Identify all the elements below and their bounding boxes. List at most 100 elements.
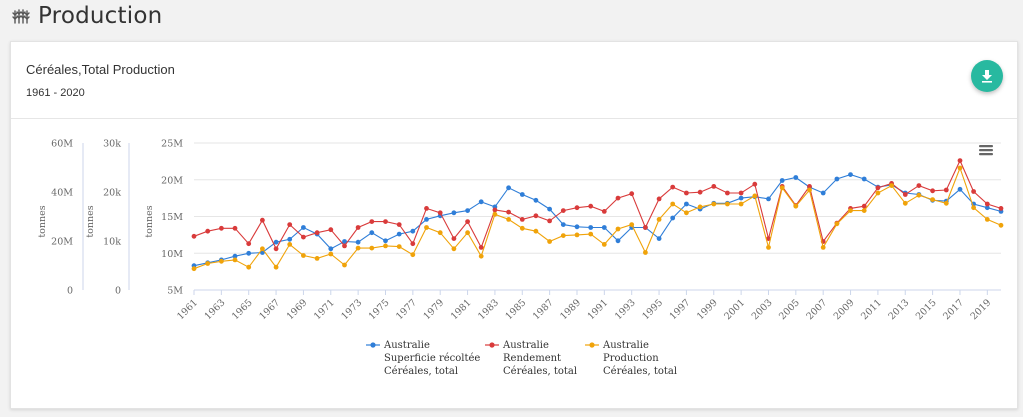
- card-title: Céréales,Total Production: [26, 62, 175, 77]
- data-point: [670, 215, 676, 221]
- y-tick-label: 25M: [161, 139, 183, 150]
- y-tick-label: 30k: [103, 139, 121, 150]
- wheat-icon: [12, 8, 32, 24]
- data-point: [711, 201, 717, 207]
- x-tick-label: 1985: [504, 297, 529, 322]
- x-tick-label: 1969: [285, 297, 310, 322]
- data-point: [410, 241, 416, 247]
- legend-item-label: Céréales, total: [503, 366, 577, 377]
- data-point: [684, 201, 689, 207]
- data-point: [369, 245, 375, 251]
- data-point: [547, 218, 552, 224]
- data-point: [355, 239, 361, 245]
- data-point: [601, 209, 607, 214]
- x-tick-label: 2009: [832, 297, 857, 322]
- data-point: [574, 232, 580, 238]
- hamburger-menu-icon[interactable]: [979, 145, 993, 148]
- data-point: [957, 165, 963, 171]
- data-point: [533, 213, 539, 219]
- data-point: [971, 189, 976, 194]
- hamburger-menu-icon[interactable]: [979, 149, 993, 152]
- x-tick-label: 2019: [969, 297, 994, 322]
- data-point: [301, 225, 306, 230]
- data-point: [738, 201, 744, 207]
- data-point: [191, 233, 197, 239]
- data-point: [656, 236, 662, 241]
- data-point: [314, 256, 320, 261]
- data-point: [219, 258, 224, 264]
- data-point: [519, 217, 525, 222]
- data-point: [738, 195, 744, 201]
- data-point: [246, 264, 252, 270]
- data-point: [451, 210, 457, 216]
- data-point: [396, 231, 402, 237]
- hamburger-menu-icon[interactable]: [979, 153, 993, 156]
- data-point: [930, 188, 935, 194]
- y-tick-label: 10k: [103, 237, 121, 248]
- data-point: [656, 196, 662, 202]
- data-point: [930, 197, 935, 202]
- data-point: [697, 189, 703, 195]
- x-tick-label: 1965: [230, 297, 255, 322]
- data-point: [643, 225, 648, 230]
- x-tick-label: 1971: [312, 297, 337, 322]
- data-point: [984, 217, 990, 222]
- data-point: [273, 246, 279, 252]
- y-tick-label: 20M: [51, 237, 73, 248]
- data-point: [355, 225, 361, 230]
- data-point: [848, 172, 853, 177]
- data-point: [574, 224, 580, 230]
- card-header: Céréales,Total Production 1961 - 2020: [11, 42, 1017, 119]
- data-point: [287, 236, 293, 242]
- y-tick-label: 0: [67, 286, 73, 297]
- data-point: [766, 196, 771, 202]
- data-point: [424, 206, 429, 211]
- data-point: [519, 192, 525, 197]
- data-point: [369, 230, 375, 236]
- data-point: [601, 242, 607, 247]
- data-point: [219, 225, 224, 231]
- x-tick-label: 1999: [695, 297, 720, 322]
- data-point: [615, 195, 621, 201]
- data-point: [861, 176, 867, 182]
- y-tick-label: 40M: [51, 188, 73, 199]
- data-point: [588, 225, 594, 230]
- data-point: [861, 203, 867, 209]
- data-point: [889, 183, 894, 188]
- x-tick-label: 2015: [914, 297, 939, 322]
- data-point: [314, 230, 320, 236]
- x-tick-label: 2007: [804, 297, 829, 322]
- data-point: [834, 221, 840, 227]
- x-tick-label: 1979: [421, 297, 446, 322]
- data-point: [560, 222, 566, 227]
- data-point: [328, 251, 334, 257]
- data-point: [232, 253, 238, 259]
- data-point: [383, 238, 388, 244]
- download-icon: [982, 70, 992, 83]
- data-point: [342, 239, 347, 244]
- data-point: [615, 238, 621, 244]
- data-point: [273, 264, 279, 270]
- x-tick-label: 1987: [531, 297, 556, 322]
- data-point: [998, 206, 1004, 211]
- download-button[interactable]: [971, 60, 1003, 92]
- data-point: [232, 225, 238, 231]
- x-tick-label: 2001: [722, 297, 747, 322]
- y-tick-label: 60M: [51, 139, 73, 150]
- data-point: [246, 241, 252, 247]
- page-title: Production: [38, 3, 163, 29]
- data-point: [506, 185, 511, 191]
- y-tick-label: 5M: [167, 286, 183, 297]
- legend-item-label: Australie: [383, 340, 430, 351]
- x-tick-label: 1989: [558, 297, 583, 322]
- data-point: [342, 262, 347, 268]
- data-point: [793, 203, 799, 209]
- legend-item-label: Superficie récoltée: [384, 353, 480, 364]
- data-point: [424, 225, 429, 230]
- data-point: [451, 236, 457, 241]
- data-point: [766, 245, 771, 250]
- legend-item-label: Céréales, total: [384, 366, 458, 377]
- data-point: [793, 175, 799, 180]
- data-point: [396, 222, 402, 227]
- data-point: [342, 243, 347, 249]
